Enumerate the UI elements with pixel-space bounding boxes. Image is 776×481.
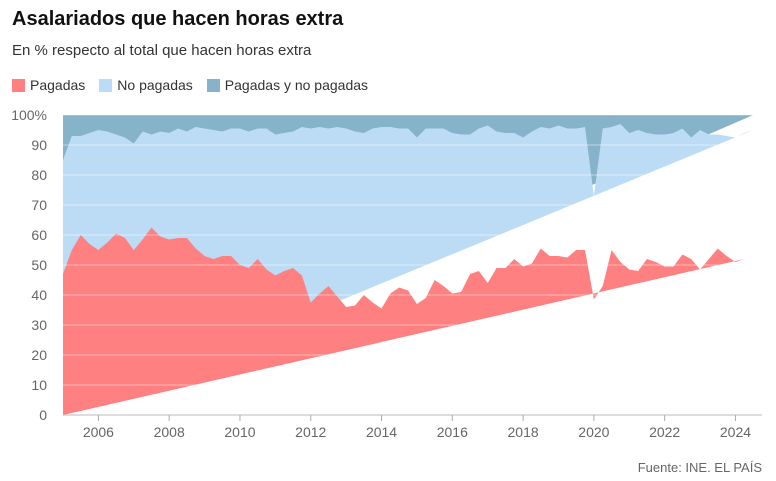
y-tick-label-10: 10: [31, 377, 47, 393]
x-tick-label-2018: 2018: [508, 424, 539, 440]
legend-label-ambas: Pagadas y no pagadas: [224, 77, 369, 93]
legend-item-ambas[interactable]: Pagadas y no pagadas: [206, 77, 369, 93]
source-note: Fuente: INE. EL PAÍS: [637, 460, 762, 475]
y-tick-label-40: 40: [31, 287, 47, 303]
legend-swatch-no-pagadas: [99, 78, 113, 92]
y-tick-label-90: 90: [31, 137, 47, 153]
legend-swatch-pagadas: [12, 78, 25, 92]
x-tick-label-2016: 2016: [437, 424, 468, 440]
y-tick-label-100: 100%: [11, 107, 47, 123]
chart-legend: Pagadas No pagadas Pagadas y no pagadas: [12, 77, 382, 93]
chart-title: Asalariados que hacen horas extra: [12, 8, 344, 30]
x-tick-label-2020: 2020: [578, 424, 609, 440]
legend-item-pagadas[interactable]: Pagadas: [12, 77, 85, 93]
legend-label-pagadas: Pagadas: [30, 77, 86, 93]
axes: 0 10 20 30 40 50 60 70 80 90 100% 2006 2008 2010 2012 2…: [11, 107, 762, 440]
x-tick-label-2010: 2010: [224, 424, 255, 440]
y-tick-label-70: 70: [31, 197, 47, 213]
chart-subtitle: En % respecto al total que hacen horas e…: [12, 42, 312, 59]
x-tick-label-2014: 2014: [366, 424, 397, 440]
area-pagadas: [63, 227, 745, 415]
x-tick-label-2012: 2012: [295, 424, 326, 440]
y-tick-label-80: 80: [31, 167, 47, 183]
x-tick-label-2022: 2022: [649, 424, 680, 440]
legend-label-no-pagadas: No pagadas: [117, 77, 193, 93]
y-tick-label-20: 20: [31, 347, 47, 363]
x-tick-label-2006: 2006: [83, 424, 114, 440]
areas: [63, 115, 754, 415]
y-tick-label-60: 60: [31, 227, 47, 243]
legend-item-no-pagadas[interactable]: No pagadas: [99, 77, 193, 93]
x-tick-label-2024: 2024: [720, 424, 751, 440]
y-tick-label-50: 50: [31, 257, 47, 273]
y-tick-label-0: 0: [39, 407, 47, 423]
x-tick-label-2008: 2008: [154, 424, 185, 440]
legend-swatch-ambas: [206, 78, 220, 92]
y-tick-label-30: 30: [31, 317, 47, 333]
